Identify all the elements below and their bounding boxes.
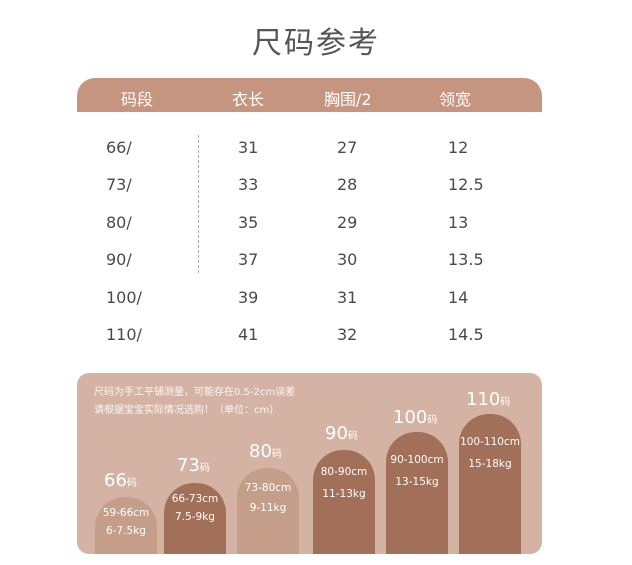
cell-collar: 14 xyxy=(448,288,469,307)
cell-size: 90/ xyxy=(106,250,132,269)
size-unit: 码 xyxy=(427,415,438,426)
cell-collar: 13.5 xyxy=(448,250,484,269)
size-label: 110码 xyxy=(466,389,510,410)
cell-chest: 27 xyxy=(337,138,358,157)
size-label: 73码 xyxy=(177,455,210,476)
size-label: 80码 xyxy=(249,441,282,462)
cell-chest: 31 xyxy=(337,288,358,307)
weight-range: 13-15kg xyxy=(395,476,439,488)
size-arch: 59-66cm 6-7.5kg xyxy=(95,497,157,554)
size-number: 80 xyxy=(249,441,272,462)
cell-collar: 13 xyxy=(448,213,469,232)
table-row: 110/ 41 32 14.5 xyxy=(0,325,632,362)
header-length: 衣长 xyxy=(232,90,265,109)
table-row: 90/ 37 30 13.5 xyxy=(0,250,632,287)
height-range: 90-100cm xyxy=(390,454,444,466)
note-line-1: 尺码为手工平铺测量，可能存在0.5-2cm误差 xyxy=(94,387,296,398)
size-arch: 73-80cm 9-11kg xyxy=(237,468,299,554)
weight-range: 7.5-9kg xyxy=(175,511,215,523)
cell-length: 39 xyxy=(238,288,259,307)
cell-size: 73/ xyxy=(106,175,132,194)
cell-collar: 12.5 xyxy=(448,175,484,194)
size-arch: 100-110cm 15-18kg xyxy=(459,414,521,554)
cell-chest: 29 xyxy=(337,213,358,232)
weight-range: 15-18kg xyxy=(468,458,512,470)
cell-size: 100/ xyxy=(106,288,142,307)
page-title: 尺码参考 xyxy=(252,26,380,61)
cell-collar: 12 xyxy=(448,138,469,157)
cell-length: 41 xyxy=(238,325,259,344)
size-number: 66 xyxy=(104,470,127,491)
size-unit: 码 xyxy=(199,463,210,474)
table-header: 码段 衣长 胸围/2 领宽 xyxy=(77,78,542,112)
weight-range: 9-11kg xyxy=(249,502,287,514)
column-divider xyxy=(198,135,199,273)
height-range: 73-80cm xyxy=(244,482,292,494)
size-number: 73 xyxy=(177,455,200,476)
cell-length: 37 xyxy=(238,250,259,269)
size-unit: 码 xyxy=(126,478,137,489)
size-label: 66码 xyxy=(104,470,137,491)
weight-range: 6-7.5kg xyxy=(106,525,146,537)
cell-chest: 32 xyxy=(337,325,358,344)
header-collar: 领宽 xyxy=(439,90,472,109)
header-chest: 胸围/2 xyxy=(324,90,372,109)
table-row: 73/ 33 28 12.5 xyxy=(0,175,632,212)
size-number: 110 xyxy=(466,389,501,410)
cell-size: 80/ xyxy=(106,213,132,232)
note-line-2: 请根据宝宝实际情况选购！（单位：cm） xyxy=(94,405,280,416)
header-size: 码段 xyxy=(121,90,154,109)
size-unit: 码 xyxy=(347,431,358,442)
size-label: 100码 xyxy=(393,407,437,428)
size-unit: 码 xyxy=(271,449,282,460)
cell-length: 31 xyxy=(238,138,259,157)
height-range: 100-110cm xyxy=(460,436,520,448)
cell-size: 110/ xyxy=(106,325,142,344)
cell-length: 33 xyxy=(238,175,259,194)
size-label: 90码 xyxy=(325,423,358,444)
table-row: 66/ 31 27 12 xyxy=(0,138,632,175)
cell-collar: 14.5 xyxy=(448,325,484,344)
height-range: 66-73cm xyxy=(171,493,219,505)
height-range: 80-90cm xyxy=(320,466,368,478)
size-arch: 80-90cm 11-13kg xyxy=(313,450,375,554)
weight-range: 11-13kg xyxy=(322,488,366,500)
size-number: 100 xyxy=(393,407,428,428)
size-arch: 66-73cm 7.5-9kg xyxy=(164,483,226,554)
cell-length: 35 xyxy=(238,213,259,232)
height-range: 59-66cm xyxy=(102,507,150,519)
size-arch: 90-100cm 13-15kg xyxy=(386,432,448,554)
size-number: 90 xyxy=(325,423,348,444)
table-row: 80/ 35 29 13 xyxy=(0,213,632,250)
cell-chest: 30 xyxy=(337,250,358,269)
size-guide-panel: 尺码为手工平铺测量，可能存在0.5-2cm误差 请根据宝宝实际情况选购！（单位：… xyxy=(77,373,542,554)
cell-size: 66/ xyxy=(106,138,132,157)
table-row: 100/ 39 31 14 xyxy=(0,288,632,325)
cell-chest: 28 xyxy=(337,175,358,194)
size-unit: 码 xyxy=(500,397,511,408)
